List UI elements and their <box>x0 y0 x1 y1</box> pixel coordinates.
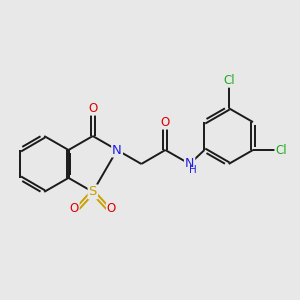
Text: S: S <box>88 185 97 198</box>
Text: H: H <box>189 164 197 175</box>
Text: N: N <box>112 143 122 157</box>
Text: O: O <box>70 202 79 215</box>
Text: Cl: Cl <box>223 74 235 87</box>
Text: Cl: Cl <box>275 143 287 157</box>
Text: N: N <box>185 158 194 170</box>
Text: O: O <box>107 202 116 215</box>
Text: O: O <box>88 102 98 115</box>
Text: O: O <box>161 116 170 129</box>
